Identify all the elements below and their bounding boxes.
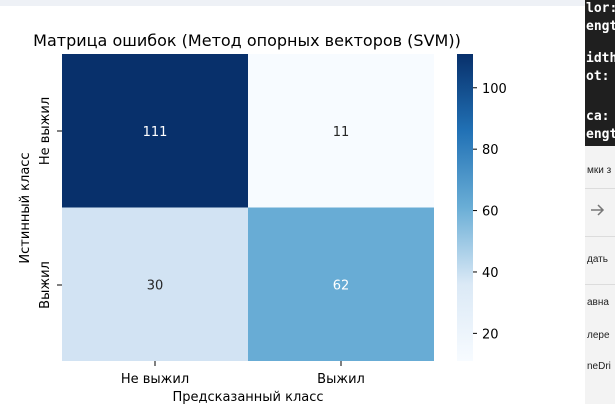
side-menu-item[interactable]: лере [587, 330, 610, 341]
colorbar-ticks: 20 40 60 80 100 [473, 82, 507, 342]
cell-value-label: 62 [333, 278, 350, 293]
code-line: lor: [586, 1, 615, 16]
y-tick-label-survived: Выжил [38, 261, 53, 309]
colorbar-tick-label: 80 [482, 143, 499, 158]
x-axis-label: Предсказанный класс [172, 390, 323, 404]
side-menu-item[interactable]: авна [587, 297, 609, 308]
confusion-matrix-chart: Матрица ошибок (Метод опорных векторов (… [18, 31, 507, 404]
side-menu-item[interactable]: дать [587, 254, 608, 265]
heatmap-cell [62, 207, 248, 361]
heatmap-cell [248, 207, 434, 361]
code-line: ength [586, 19, 615, 34]
top-strip [0, 0, 585, 6]
y-axis: Не выжил Выжил Истинный класс [18, 97, 62, 309]
colorbar-tick-label: 40 [482, 266, 499, 281]
divider [585, 284, 615, 285]
x-tick-label-survived: Выжил [317, 372, 365, 387]
code-snippet: lor: ength idth ot: ca: ength [585, 0, 615, 146]
side-panel: lor: ength idth ot: ca: ength мки з дать… [585, 0, 615, 404]
chart-title: Матрица ошибок (Метод опорных векторов (… [33, 31, 461, 50]
code-line: ength [586, 127, 615, 142]
arrow-right-icon[interactable] [590, 203, 606, 217]
code-line: ot: [586, 69, 610, 84]
cell-value-label: 30 [147, 278, 164, 293]
colorbar-tick-label: 20 [482, 327, 499, 342]
divider [585, 188, 615, 189]
side-menu-item[interactable]: neDri [587, 361, 611, 372]
y-tick-label-not-survived: Не выжил [38, 97, 53, 165]
code-line: ca: [586, 109, 610, 124]
x-tick-label-not-survived: Не выжил [121, 372, 189, 387]
colorbar: 20 40 60 80 100 [457, 54, 507, 361]
divider [585, 236, 615, 237]
cell-value-label: 111 [143, 125, 168, 140]
colorbar-tick-label: 60 [482, 205, 499, 220]
colorbar-tick-label: 100 [482, 82, 507, 97]
side-menu-item[interactable]: мки з [587, 165, 612, 176]
colorbar-gradient [457, 54, 473, 361]
y-axis-label: Истинный класс [18, 152, 33, 263]
heatmap-cell [248, 54, 434, 208]
code-line: idth [586, 51, 615, 66]
cell-value-label: 11 [333, 125, 350, 140]
x-axis: Не выжил Выжил Предсказанный класс [121, 361, 365, 404]
heatmap-cell [62, 54, 248, 208]
